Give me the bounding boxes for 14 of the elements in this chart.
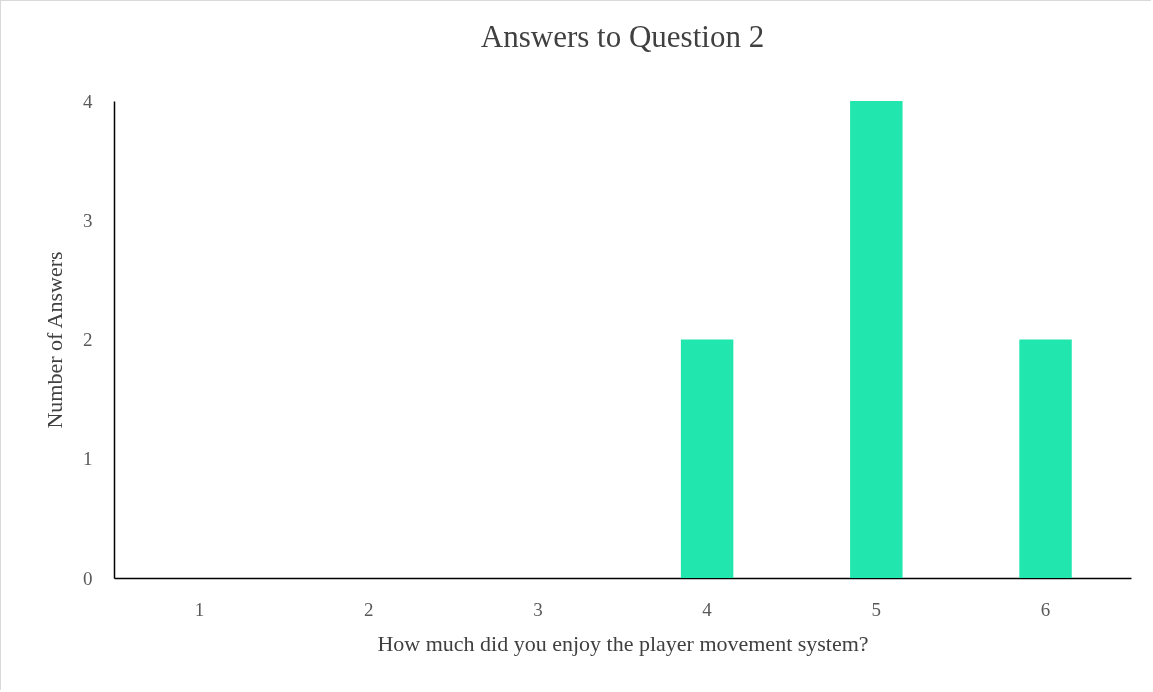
chart-title: Answers to Question 2 [480,19,765,54]
x-tick-label: 3 [533,598,543,620]
x-axis-title: How much did you enjoy the player movement system? [377,630,869,656]
x-tick-label: 4 [702,598,713,620]
x-tick-label: 5 [871,598,882,620]
y-tick-label: 2 [83,329,93,350]
y-tick-label: 0 [83,567,93,589]
y-axis-title: Number of Answers [42,251,67,429]
x-tick-label: 6 [1040,598,1051,620]
x-tick-label: 1 [194,598,205,620]
x-tick-label: 2 [363,598,374,620]
y-tick-label: 3 [83,209,93,231]
y-tick-label: 4 [83,90,93,112]
y-tick-label: 1 [83,448,93,470]
